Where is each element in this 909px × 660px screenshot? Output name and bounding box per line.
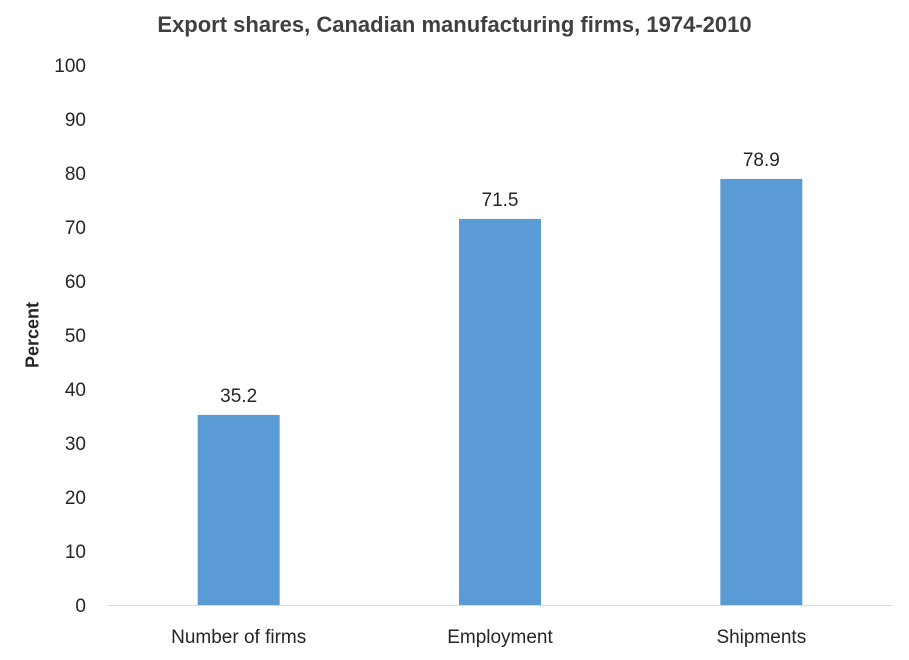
y-axis: 0 10 20 30 40 50 60 70 80 90 100	[54, 56, 86, 617]
data-label: 78.9	[743, 150, 780, 171]
y-tick-label: 100	[54, 56, 86, 77]
y-tick-label: 40	[65, 380, 86, 401]
y-tick-label: 70	[65, 218, 86, 239]
x-axis: Number of firms Employment Shipments	[171, 627, 806, 648]
y-tick-label: 10	[65, 542, 86, 563]
bar-series	[197, 178, 803, 605]
y-tick-label: 0	[75, 596, 86, 617]
data-label: 35.2	[220, 386, 257, 407]
x-tick-label: Number of firms	[171, 627, 306, 648]
chart-title: Export shares, Canadian manufacturing fi…	[157, 12, 752, 37]
x-tick-label: Employment	[447, 627, 553, 648]
x-tick-label: Shipments	[716, 627, 806, 648]
y-tick-label: 80	[65, 164, 86, 185]
data-labels: 35.2 71.5 78.9	[220, 150, 780, 407]
y-tick-label: 30	[65, 434, 86, 455]
bar	[720, 178, 803, 605]
y-tick-label: 20	[65, 488, 86, 509]
y-tick-label: 50	[65, 326, 86, 347]
bar	[197, 414, 280, 605]
bar	[459, 218, 541, 605]
y-tick-label: 90	[65, 110, 86, 131]
data-label: 71.5	[482, 190, 519, 211]
y-tick-label: 60	[65, 272, 86, 293]
